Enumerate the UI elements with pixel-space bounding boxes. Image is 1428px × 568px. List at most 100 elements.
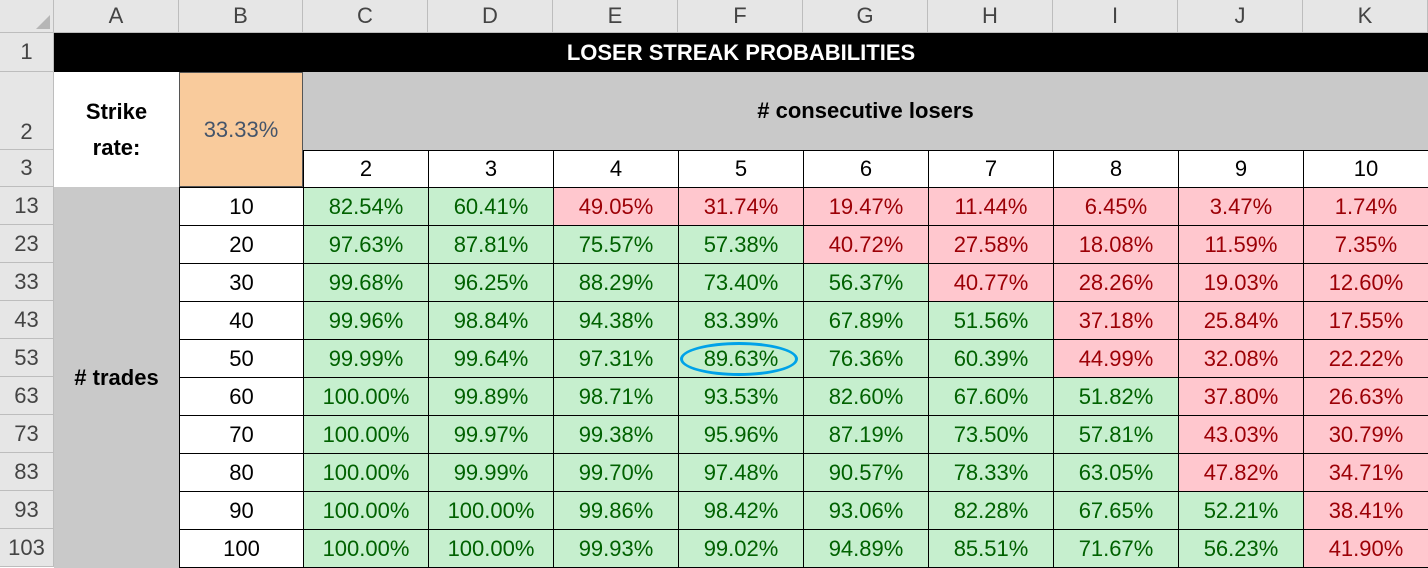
column-header-g[interactable]: G (803, 0, 928, 33)
probability-cell[interactable]: 98.84% (428, 301, 554, 340)
probability-cell[interactable]: 37.80% (1178, 377, 1304, 416)
consecutive-count-header[interactable]: 10 (1303, 150, 1428, 188)
trade-count-cell[interactable]: 30 (179, 263, 304, 302)
trade-count-cell[interactable]: 10 (179, 187, 304, 226)
probability-cell[interactable]: 99.38% (553, 415, 679, 454)
probability-cell[interactable]: 19.47% (803, 187, 929, 226)
probability-cell[interactable]: 88.29% (553, 263, 679, 302)
probability-cell[interactable]: 99.93% (553, 529, 679, 568)
probability-cell[interactable]: 100.00% (303, 415, 429, 454)
probability-cell[interactable]: 63.05% (1053, 453, 1179, 492)
probability-cell[interactable]: 99.70% (553, 453, 679, 492)
probability-cell[interactable]: 100.00% (303, 491, 429, 530)
probability-cell[interactable]: 93.53% (678, 377, 804, 416)
probability-cell[interactable]: 47.82% (1178, 453, 1304, 492)
probability-cell[interactable]: 82.28% (928, 491, 1054, 530)
probability-cell[interactable]: 11.59% (1178, 225, 1304, 264)
probability-cell[interactable]: 99.99% (428, 453, 554, 492)
probability-cell[interactable]: 56.23% (1178, 529, 1304, 568)
trade-count-cell[interactable]: 80 (179, 453, 304, 492)
probability-cell[interactable]: 12.60% (1303, 263, 1428, 302)
probability-cell[interactable]: 51.56% (928, 301, 1054, 340)
trades-label[interactable]: # trades (54, 187, 179, 568)
probability-cell[interactable]: 40.77% (928, 263, 1054, 302)
trade-count-cell[interactable]: 90 (179, 491, 304, 530)
row-header-103[interactable]: 103 (0, 529, 54, 567)
probability-cell[interactable]: 99.96% (303, 301, 429, 340)
probability-cell[interactable]: 97.31% (553, 339, 679, 378)
consecutive-losers-header[interactable]: # consecutive losers (303, 72, 1428, 150)
column-header-i[interactable]: I (1053, 0, 1178, 33)
row-header-3[interactable]: 3 (0, 150, 54, 187)
probability-cell[interactable]: 100.00% (303, 453, 429, 492)
probability-cell[interactable]: 57.38% (678, 225, 804, 264)
column-header-c[interactable]: C (303, 0, 428, 33)
trade-count-cell[interactable]: 70 (179, 415, 304, 454)
probability-cell[interactable]: 26.63% (1303, 377, 1428, 416)
probability-cell[interactable]: 67.65% (1053, 491, 1179, 530)
sheet-title[interactable]: LOSER STREAK PROBABILITIES (54, 33, 1428, 72)
probability-cell[interactable]: 7.35% (1303, 225, 1428, 264)
column-header-h[interactable]: H (928, 0, 1053, 33)
probability-cell[interactable]: 38.41% (1303, 491, 1428, 530)
row-header-73[interactable]: 73 (0, 415, 54, 453)
probability-cell[interactable]: 41.90% (1303, 529, 1428, 568)
probability-cell[interactable]: 83.39% (678, 301, 804, 340)
consecutive-count-header[interactable]: 7 (928, 150, 1054, 188)
row-header-13[interactable]: 13 (0, 187, 54, 225)
row-header-63[interactable]: 63 (0, 377, 54, 415)
probability-cell[interactable]: 27.58% (928, 225, 1054, 264)
probability-cell[interactable]: 32.08% (1178, 339, 1304, 378)
column-header-f[interactable]: F (678, 0, 803, 33)
consecutive-count-header[interactable]: 6 (803, 150, 929, 188)
row-header-1[interactable]: 1 (0, 33, 54, 72)
probability-cell[interactable]: 67.60% (928, 377, 1054, 416)
probability-cell[interactable]: 97.48% (678, 453, 804, 492)
strike-rate-input[interactable]: 33.33% (179, 72, 303, 187)
probability-cell[interactable]: 100.00% (428, 529, 554, 568)
probability-cell[interactable]: 49.05% (553, 187, 679, 226)
row-header-53[interactable]: 53 (0, 339, 54, 377)
probability-cell[interactable]: 93.06% (803, 491, 929, 530)
probability-cell[interactable]: 1.74% (1303, 187, 1428, 226)
probability-cell[interactable]: 73.40% (678, 263, 804, 302)
probability-cell[interactable]: 97.63% (303, 225, 429, 264)
probability-cell[interactable]: 73.50% (928, 415, 1054, 454)
consecutive-count-header[interactable]: 4 (553, 150, 679, 188)
probability-cell[interactable]: 11.44% (928, 187, 1054, 226)
probability-cell[interactable]: 52.21% (1178, 491, 1304, 530)
probability-cell[interactable]: 100.00% (428, 491, 554, 530)
probability-cell[interactable]: 90.57% (803, 453, 929, 492)
probability-cell[interactable]: 95.96% (678, 415, 804, 454)
consecutive-count-header[interactable]: 3 (428, 150, 554, 188)
probability-cell[interactable]: 99.64% (428, 339, 554, 378)
row-header-2[interactable]: 2 (0, 72, 54, 150)
consecutive-count-header[interactable]: 2 (303, 150, 429, 188)
probability-cell[interactable]: 3.47% (1178, 187, 1304, 226)
probability-cell[interactable]: 99.68% (303, 263, 429, 302)
row-header-43[interactable]: 43 (0, 301, 54, 339)
probability-cell[interactable]: 6.45% (1053, 187, 1179, 226)
probability-cell[interactable]: 85.51% (928, 529, 1054, 568)
probability-cell[interactable]: 98.71% (553, 377, 679, 416)
probability-cell[interactable]: 82.60% (803, 377, 929, 416)
probability-cell[interactable]: 19.03% (1178, 263, 1304, 302)
probability-cell[interactable]: 67.89% (803, 301, 929, 340)
consecutive-count-header[interactable]: 9 (1178, 150, 1304, 188)
column-header-e[interactable]: E (553, 0, 678, 33)
probability-cell[interactable]: 57.81% (1053, 415, 1179, 454)
probability-cell[interactable]: 71.67% (1053, 529, 1179, 568)
column-header-a[interactable]: A (54, 0, 179, 33)
probability-cell[interactable]: 87.81% (428, 225, 554, 264)
probability-cell[interactable]: 96.25% (428, 263, 554, 302)
probability-cell[interactable]: 31.74% (678, 187, 804, 226)
probability-cell[interactable]: 51.82% (1053, 377, 1179, 416)
row-header-23[interactable]: 23 (0, 225, 54, 263)
probability-cell[interactable]: 40.72% (803, 225, 929, 264)
row-header-33[interactable]: 33 (0, 263, 54, 301)
probability-cell[interactable]: 25.84% (1178, 301, 1304, 340)
probability-cell[interactable]: 76.36% (803, 339, 929, 378)
select-all-corner[interactable] (0, 0, 54, 33)
probability-cell[interactable]: 100.00% (303, 529, 429, 568)
probability-cell[interactable]: 99.02% (678, 529, 804, 568)
